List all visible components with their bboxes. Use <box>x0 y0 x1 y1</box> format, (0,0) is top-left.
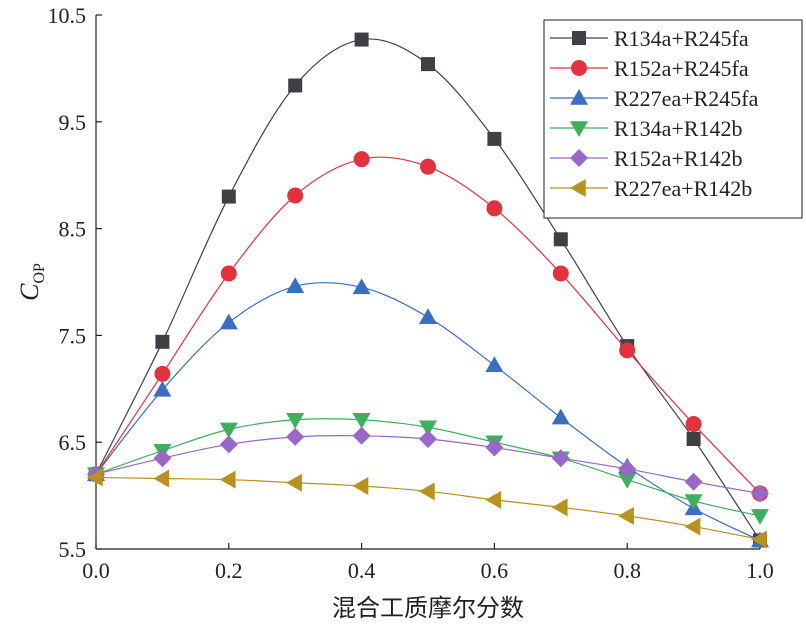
data-point <box>219 313 238 330</box>
y-axis-title-main: C <box>15 283 44 301</box>
data-point <box>421 57 435 72</box>
data-point <box>485 490 502 509</box>
series-R152a+R142b <box>87 426 769 503</box>
legend-marker <box>570 89 588 105</box>
data-point <box>288 78 303 93</box>
y-axis-title-sub: OP <box>31 263 48 284</box>
legend-label: R134a+R142b <box>614 116 743 141</box>
data-point <box>419 482 435 501</box>
data-point <box>751 509 769 525</box>
legend-marker <box>570 121 588 137</box>
data-point <box>153 449 172 468</box>
data-point <box>352 426 371 445</box>
data-point <box>684 472 703 491</box>
x-tick-label: 0.6 <box>481 558 509 583</box>
y-tick-label: 5.5 <box>59 537 87 562</box>
data-point <box>551 408 570 425</box>
data-point <box>155 334 170 349</box>
data-point <box>354 32 369 47</box>
data-point <box>686 431 701 446</box>
data-point <box>751 530 767 549</box>
data-point <box>485 438 504 457</box>
legend-label: R152a+R245fa <box>614 56 749 81</box>
legend-marker <box>571 60 587 76</box>
data-point <box>619 342 636 359</box>
data-point <box>751 484 769 503</box>
legend-label: R227ea+R142b <box>614 176 752 201</box>
data-point <box>486 200 503 217</box>
x-tick-label: 1.0 <box>746 558 774 583</box>
data-point <box>684 517 701 536</box>
data-point <box>286 427 305 446</box>
data-point <box>286 277 305 294</box>
data-point <box>352 413 371 429</box>
data-point <box>419 308 437 324</box>
data-point <box>685 416 702 433</box>
data-point <box>219 470 236 489</box>
series-R134a+R142b <box>87 413 769 525</box>
y-axis-title: COP <box>15 263 48 301</box>
data-point <box>87 468 103 487</box>
data-point <box>551 498 568 517</box>
data-point <box>154 365 171 382</box>
data-point <box>485 356 504 373</box>
data-point <box>221 189 236 204</box>
legend-entry: R134a+R142b <box>550 116 743 141</box>
x-axis-title: 混合工质摩尔分数 <box>332 594 524 622</box>
series-layer <box>87 32 769 549</box>
data-point <box>419 429 437 448</box>
legend-marker <box>570 149 588 167</box>
data-point <box>551 449 570 468</box>
data-point <box>553 232 568 247</box>
data-point <box>420 158 436 175</box>
data-point <box>352 476 369 495</box>
plot-frame <box>95 15 760 550</box>
data-point <box>219 435 238 454</box>
y-tick-label: 7.5 <box>59 323 87 348</box>
data-point <box>286 413 305 429</box>
y-tick-label: 6.5 <box>59 430 87 455</box>
y-axis-ticks: 5.5 6.5 7.5 8.5 9.5 10.5 <box>48 3 102 562</box>
legend-entry: R134a+R245fa <box>550 26 749 51</box>
series-R227ea+R245fa <box>87 277 769 548</box>
data-point <box>286 473 302 492</box>
legend-entry: R152a+R245fa <box>550 56 749 81</box>
data-point <box>353 151 370 168</box>
legend-entry: R152a+R142b <box>550 146 743 171</box>
data-point <box>618 506 634 525</box>
y-tick-label: 9.5 <box>59 110 87 135</box>
legend-label: R152a+R142b <box>614 146 743 171</box>
legend-marker <box>572 31 586 45</box>
legend-entry: R227ea+R142b <box>550 176 752 201</box>
y-tick-label: 8.5 <box>59 217 87 242</box>
legend-label: R227ea+R245fa <box>614 86 759 111</box>
data-point <box>618 472 637 489</box>
data-point <box>153 469 170 488</box>
x-tick-label: 0.2 <box>215 558 243 583</box>
legend: R134a+R245fa R152a+R245fa R227ea+R245fa R13… <box>543 19 803 219</box>
data-point <box>352 278 371 295</box>
x-tick-label: 0.8 <box>613 558 641 583</box>
data-point <box>552 265 569 282</box>
legend-marker <box>570 179 586 197</box>
series-R227ea+R142b <box>87 468 767 549</box>
legend-box <box>543 19 803 219</box>
legend-label: R134a+R245fa <box>614 26 749 51</box>
data-point <box>287 187 304 204</box>
x-tick-label: 0.4 <box>348 558 376 583</box>
data-point <box>220 265 237 282</box>
data-point <box>684 494 703 510</box>
data-point <box>219 422 238 439</box>
data-point <box>618 459 637 478</box>
y-tick-label: 10.5 <box>48 3 87 28</box>
legend-entry: R227ea+R245fa <box>550 86 759 111</box>
data-point <box>419 420 437 437</box>
data-point <box>153 380 172 397</box>
data-point <box>487 131 502 146</box>
x-tick-label: 0.0 <box>82 558 110 583</box>
